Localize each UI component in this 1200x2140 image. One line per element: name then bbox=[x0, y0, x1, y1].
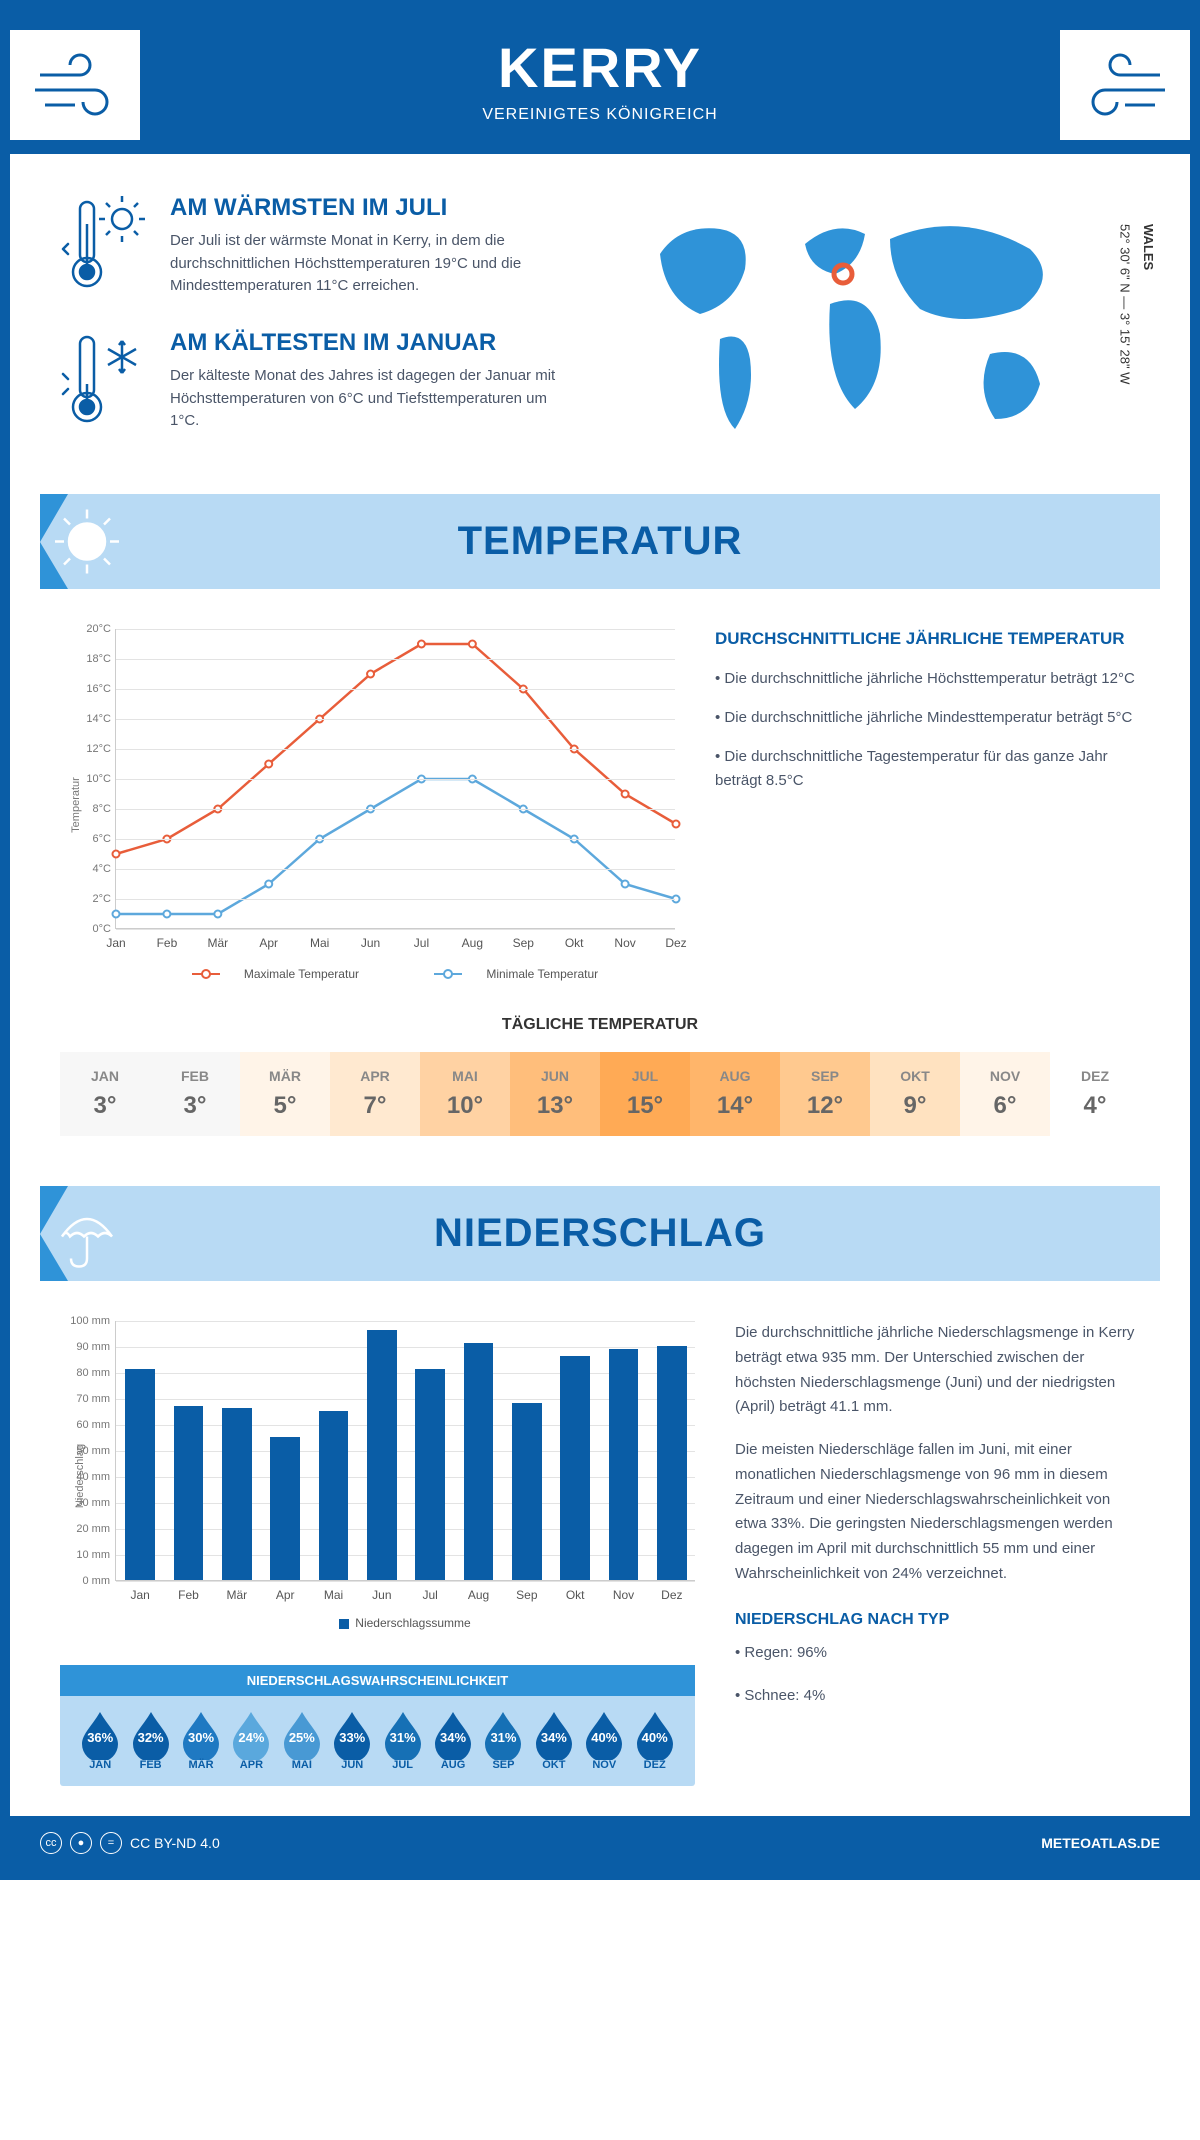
daily-temp-cell: DEZ4° bbox=[1050, 1052, 1140, 1136]
country-subtitle: VEREINIGTES KÖNIGREICH bbox=[10, 106, 1190, 124]
header: KERRY VEREINIGTES KÖNIGREICH bbox=[10, 10, 1190, 154]
probability-drop: 34%OKT bbox=[532, 1708, 576, 1771]
daily-temp-cell: JUN13° bbox=[510, 1052, 600, 1136]
precip-bar bbox=[319, 1411, 349, 1580]
precip-bar bbox=[512, 1403, 542, 1580]
precipitation-bar-chart: Niederschlag 0 mm10 mm20 mm30 mm40 mm50 … bbox=[60, 1321, 695, 1630]
probability-drop: 32%FEB bbox=[129, 1708, 173, 1771]
daily-temp-cell: SEP12° bbox=[780, 1052, 870, 1136]
precip-bar bbox=[560, 1356, 590, 1580]
footer: cc ● = CC BY-ND 4.0 METEOATLAS.DE bbox=[10, 1816, 1190, 1870]
warmest-block: AM WÄRMSTEN IM JULI Der Juli ist der wär… bbox=[60, 194, 580, 299]
daily-temp-cell: MAI10° bbox=[420, 1052, 510, 1136]
daily-temp-cell: APR7° bbox=[330, 1052, 420, 1136]
precipitation-info: Die durchschnittliche jährliche Niedersc… bbox=[735, 1321, 1140, 1786]
precip-bar bbox=[657, 1346, 687, 1580]
daily-temp-strip: TÄGLICHE TEMPERATUR JAN3°FEB3°MÄR5°APR7°… bbox=[10, 1001, 1190, 1186]
precip-bar bbox=[222, 1408, 252, 1580]
nd-icon: = bbox=[100, 1832, 122, 1854]
coldest-title: AM KÄLTESTEN IM JANUAR bbox=[170, 329, 580, 357]
probability-drop: 34%AUG bbox=[431, 1708, 475, 1771]
license: cc ● = CC BY-ND 4.0 bbox=[40, 1832, 220, 1854]
probability-drop: 31%JUL bbox=[381, 1708, 425, 1771]
coordinates: WALES 52° 30' 6" N — 3° 15' 28" W bbox=[1113, 224, 1160, 384]
sun-icon bbox=[50, 504, 125, 579]
daily-temp-cell: OKT9° bbox=[870, 1052, 960, 1136]
precip-bar bbox=[367, 1330, 397, 1580]
precip-bar bbox=[270, 1437, 300, 1580]
temperature-info: DURCHSCHNITTLICHE JÄHRLICHE TEMPERATUR •… bbox=[715, 629, 1140, 981]
daily-temp-cell: MÄR5° bbox=[240, 1052, 330, 1136]
probability-drop: 33%JUN bbox=[330, 1708, 374, 1771]
intro-section: AM WÄRMSTEN IM JULI Der Juli ist der wär… bbox=[10, 154, 1190, 494]
precipitation-probability: NIEDERSCHLAGSWAHRSCHEINLICHKEIT 36%JAN32… bbox=[60, 1665, 695, 1786]
daily-temp-cell: NOV6° bbox=[960, 1052, 1050, 1136]
daily-temp-cell: JAN3° bbox=[60, 1052, 150, 1136]
temperatur-heading: TEMPERATUR bbox=[40, 494, 1160, 589]
coldest-block: AM KÄLTESTEN IM JANUAR Der kälteste Mona… bbox=[60, 329, 580, 434]
precip-bar bbox=[174, 1406, 204, 1580]
daily-temp-cell: AUG14° bbox=[690, 1052, 780, 1136]
probability-drop: 36%JAN bbox=[78, 1708, 122, 1771]
precip-bar bbox=[609, 1349, 639, 1580]
by-icon: ● bbox=[70, 1832, 92, 1854]
wind-icon-right bbox=[1060, 30, 1190, 140]
probability-drop: 40%NOV bbox=[582, 1708, 626, 1771]
probability-drop: 24%APR bbox=[229, 1708, 273, 1771]
cc-icon: cc bbox=[40, 1832, 62, 1854]
warmest-title: AM WÄRMSTEN IM JULI bbox=[170, 194, 580, 222]
precip-bar bbox=[464, 1343, 494, 1580]
umbrella-icon bbox=[50, 1196, 125, 1271]
infographic-page: KERRY VEREINIGTES KÖNIGREICH bbox=[0, 0, 1200, 1880]
warmest-text: Der Juli ist der wärmste Monat in Kerry,… bbox=[170, 230, 580, 298]
temperature-line-chart: Temperatur 0°C2°C4°C6°C8°C10°C12°C14°C16… bbox=[60, 629, 675, 981]
city-title: KERRY bbox=[10, 35, 1190, 100]
probability-drop: 31%SEP bbox=[481, 1708, 525, 1771]
site-name: METEOATLAS.DE bbox=[1041, 1835, 1160, 1851]
probability-drop: 40%DEZ bbox=[633, 1708, 677, 1771]
precip-bar bbox=[415, 1369, 445, 1580]
thermometer-snow-icon bbox=[60, 329, 150, 434]
niederschlag-heading: NIEDERSCHLAG bbox=[40, 1186, 1160, 1281]
thermometer-sun-icon bbox=[60, 194, 150, 299]
daily-temp-cell: FEB3° bbox=[150, 1052, 240, 1136]
probability-drop: 25%MAI bbox=[280, 1708, 324, 1771]
coldest-text: Der kälteste Monat des Jahres ist dagege… bbox=[170, 365, 580, 433]
wind-icon-left bbox=[10, 30, 140, 140]
daily-temp-cell: JUL15° bbox=[600, 1052, 690, 1136]
probability-drop: 30%MÄR bbox=[179, 1708, 223, 1771]
precip-bar bbox=[125, 1369, 155, 1580]
world-map: WALES 52° 30' 6" N — 3° 15' 28" W bbox=[620, 194, 1140, 454]
